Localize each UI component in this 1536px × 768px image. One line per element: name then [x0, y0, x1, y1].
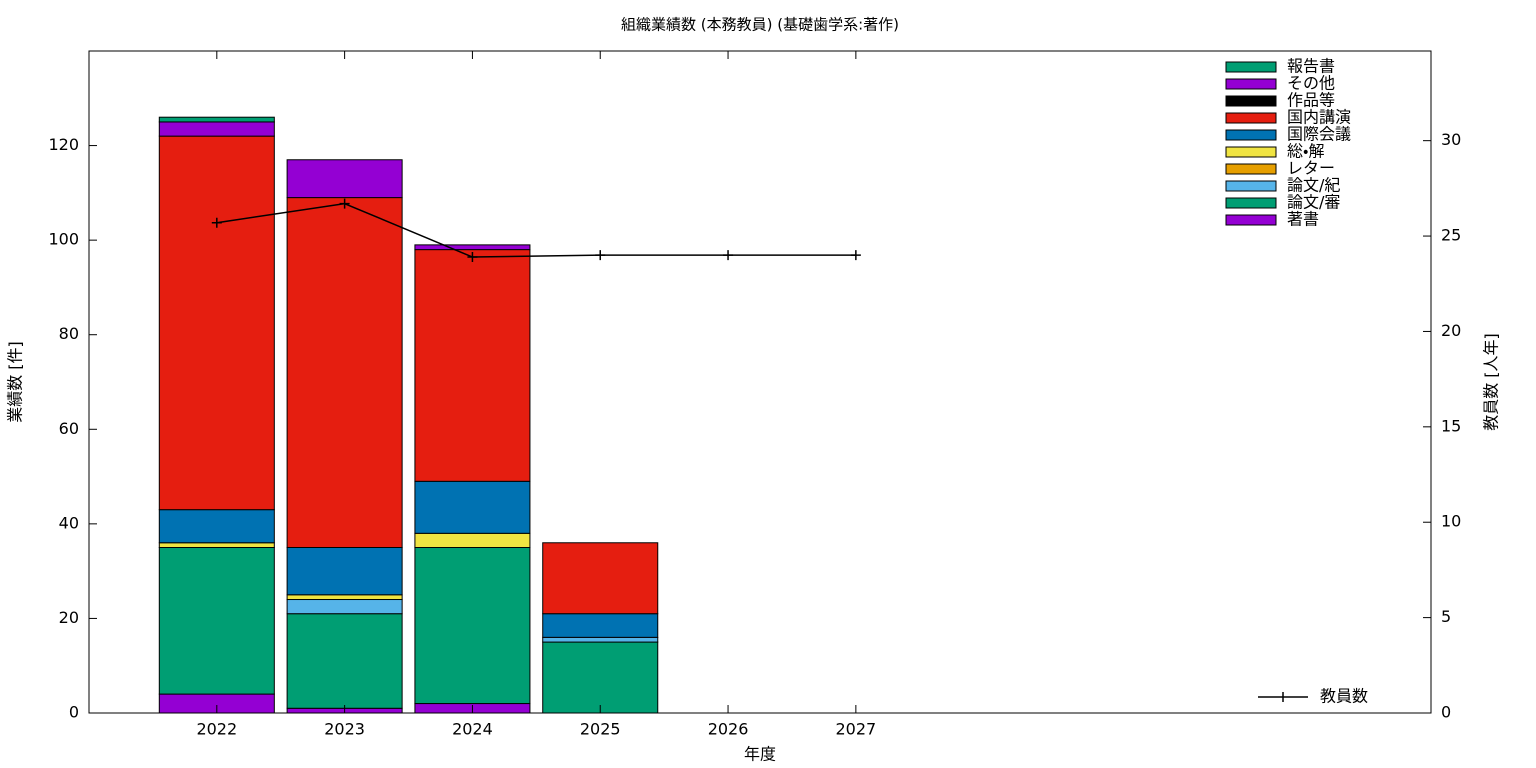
y-tick-label: 80	[59, 324, 79, 343]
bar-segment	[414, 480, 531, 534]
y-tick-label: 100	[48, 230, 79, 249]
line-point	[211, 217, 222, 228]
legend-swatch	[1225, 95, 1277, 107]
bar-segment	[542, 613, 659, 638]
legend-label: その他	[1287, 74, 1335, 93]
bar-segment	[286, 159, 403, 199]
y-tick-label: 40	[59, 513, 79, 532]
x-tick-label: 2023	[324, 720, 365, 739]
x-tick-label: 2026	[708, 720, 749, 739]
x-tick-label: 2022	[196, 720, 237, 739]
y-tick-label: 120	[48, 135, 79, 154]
bar-segment	[158, 121, 275, 137]
bar-segment	[286, 197, 403, 548]
bar-segment	[286, 594, 403, 601]
bar-segment	[414, 547, 531, 705]
legend-label: 作品等	[1287, 91, 1335, 110]
y2-tick-label: 30	[1441, 130, 1461, 149]
legend-label: 国内講演	[1287, 108, 1351, 127]
y2-axis-label: 教員数 [人年]	[1482, 333, 1501, 431]
bar-segment	[542, 636, 659, 643]
y-tick-label: 60	[59, 419, 79, 438]
legend-label: 教員数	[1320, 687, 1368, 706]
bar-segment	[542, 542, 659, 615]
bar-segment	[414, 244, 531, 251]
legend-label: 論文/審	[1287, 193, 1340, 212]
y2-tick-label: 15	[1441, 416, 1461, 435]
legend-swatch	[1225, 129, 1277, 141]
bar-segment	[286, 547, 403, 596]
legend-swatch	[1225, 197, 1277, 209]
bar-segment	[158, 116, 275, 123]
line	[216, 202, 856, 258]
legend-label: 報告書	[1287, 57, 1335, 76]
bar-segment	[158, 547, 275, 695]
chart-title: 組織業績数 (本務教員) (基礎歯学系:著作)	[621, 16, 899, 34]
bar-segment	[414, 249, 531, 482]
legend-swatch	[1225, 78, 1277, 90]
bar-segment	[286, 599, 403, 615]
line-point	[467, 252, 478, 263]
y-tick-label: 0	[69, 703, 79, 722]
line-point	[850, 250, 861, 261]
legend-label: 総・解	[1287, 142, 1324, 161]
bar-segment	[158, 509, 275, 544]
legend-swatch	[1225, 163, 1277, 175]
bar-segment	[158, 135, 275, 511]
line-point	[723, 250, 734, 261]
bar-segment	[414, 532, 531, 548]
y2-tick-label: 25	[1441, 226, 1461, 245]
plot-frame	[88, 50, 1432, 714]
y2-tick-label: 0	[1441, 703, 1451, 722]
legend-label: レター	[1287, 159, 1335, 178]
legend-swatch	[1225, 146, 1277, 158]
y-axis-label: 業績数 [件]	[6, 341, 25, 423]
legend-label: 著書	[1287, 210, 1319, 229]
bar-segment	[158, 542, 275, 548]
y2-tick-label: 10	[1441, 512, 1461, 531]
legend-swatch	[1225, 214, 1277, 226]
legend-swatch	[1225, 112, 1277, 124]
y-tick-label: 20	[59, 608, 79, 627]
x-axis-label: 年度	[744, 745, 776, 764]
legend-label: 国際会議	[1287, 125, 1351, 144]
legend-swatch	[1225, 61, 1277, 73]
bar-segment	[542, 641, 659, 714]
y2-tick-label: 20	[1441, 321, 1461, 340]
legend-label: 論文/紀	[1287, 176, 1340, 195]
legend-swatch	[1225, 180, 1277, 192]
x-tick-label: 2027	[835, 720, 876, 739]
y2-tick-label: 5	[1441, 607, 1451, 626]
bar-segment	[286, 613, 403, 709]
x-tick-label: 2024	[452, 720, 493, 739]
x-tick-label: 2025	[580, 720, 621, 739]
line-point	[595, 250, 606, 261]
line-point	[339, 198, 350, 209]
